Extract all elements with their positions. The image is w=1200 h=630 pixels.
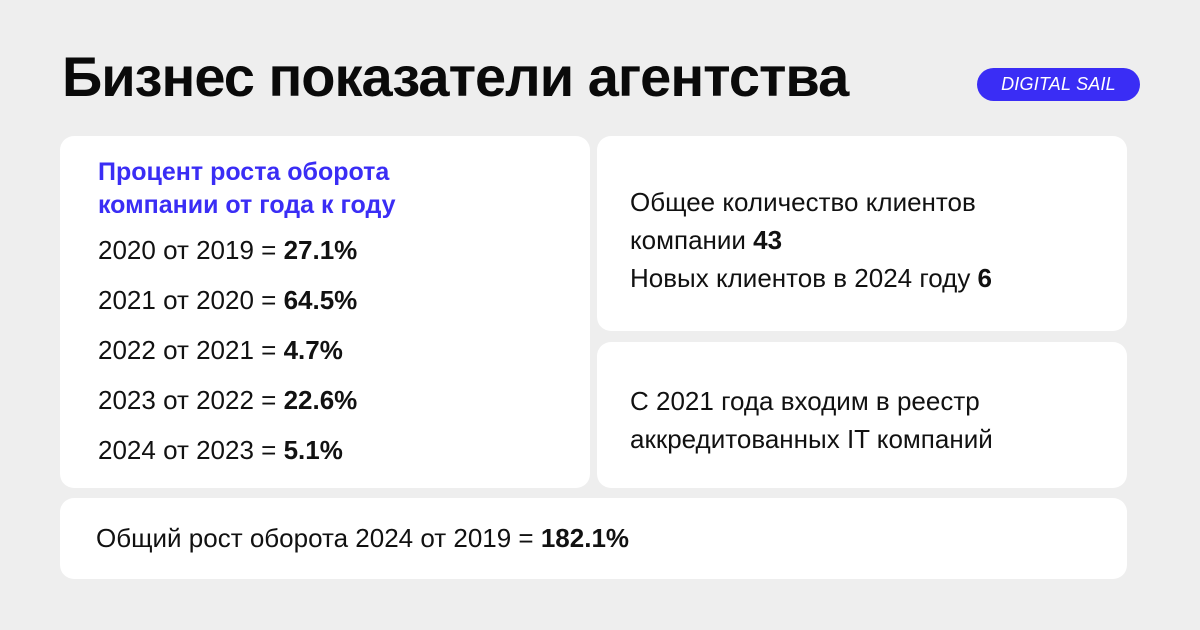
clients-card: Общее количество клиентов компании 43 Но… [597,136,1127,331]
new-clients-line: Новых клиентов в 2024 году 6 [630,259,1127,297]
growth-row-label: 2024 от 2023 = [98,435,284,465]
new-clients-value: 6 [977,263,993,293]
registry-card: С 2021 года входим в реестр аккредитован… [597,342,1127,488]
registry-line-2: аккредитованных IT компаний [630,424,993,454]
growth-row: 2020 от 2019 = 27.1% [98,225,590,275]
growth-row-label: 2023 от 2022 = [98,385,284,415]
clients-total-value: 43 [753,225,783,255]
growth-row-value: 4.7% [283,335,343,365]
growth-row-label: 2020 от 2019 = [98,235,284,265]
growth-row: 2024 от 2023 = 5.1% [98,425,590,475]
growth-row-value: 22.6% [283,385,358,415]
brand-badge: DIGITAL SAIL [977,68,1140,101]
new-clients-text: Новых клиентов в 2024 году [630,263,978,293]
clients-total-text: компании [630,225,754,255]
clients-total-label: Общее количество клиентов [630,187,976,217]
total-growth-card: Общий рост оборота 2024 от 2019 = 182.1% [60,498,1127,579]
registry-line-1: С 2021 года входим в реестр [630,386,980,416]
total-growth-text: Общий рост оборота 2024 от 2019 = [96,523,541,553]
growth-row: 2023 от 2022 = 22.6% [98,375,590,425]
growth-row-value: 27.1% [283,235,358,265]
growth-row-value: 5.1% [283,435,343,465]
growth-heading: Процент роста оборота компании от года к… [98,158,396,219]
total-growth-line: Общий рост оборота 2024 от 2019 = 182.1% [96,521,1127,555]
clients-total-line: компании 43 [630,221,1127,259]
growth-row: 2021 от 2020 = 64.5% [98,275,590,325]
growth-row-value: 64.5% [283,285,358,315]
growth-row: 2022 от 2021 = 4.7% [98,325,590,375]
growth-row-label: 2022 от 2021 = [98,335,284,365]
growth-row-label: 2021 от 2020 = [98,285,284,315]
page-title: Бизнес показатели агентства [62,45,849,108]
total-growth-value: 182.1% [540,523,630,553]
growth-card: Процент роста оборота компании от года к… [60,136,590,488]
